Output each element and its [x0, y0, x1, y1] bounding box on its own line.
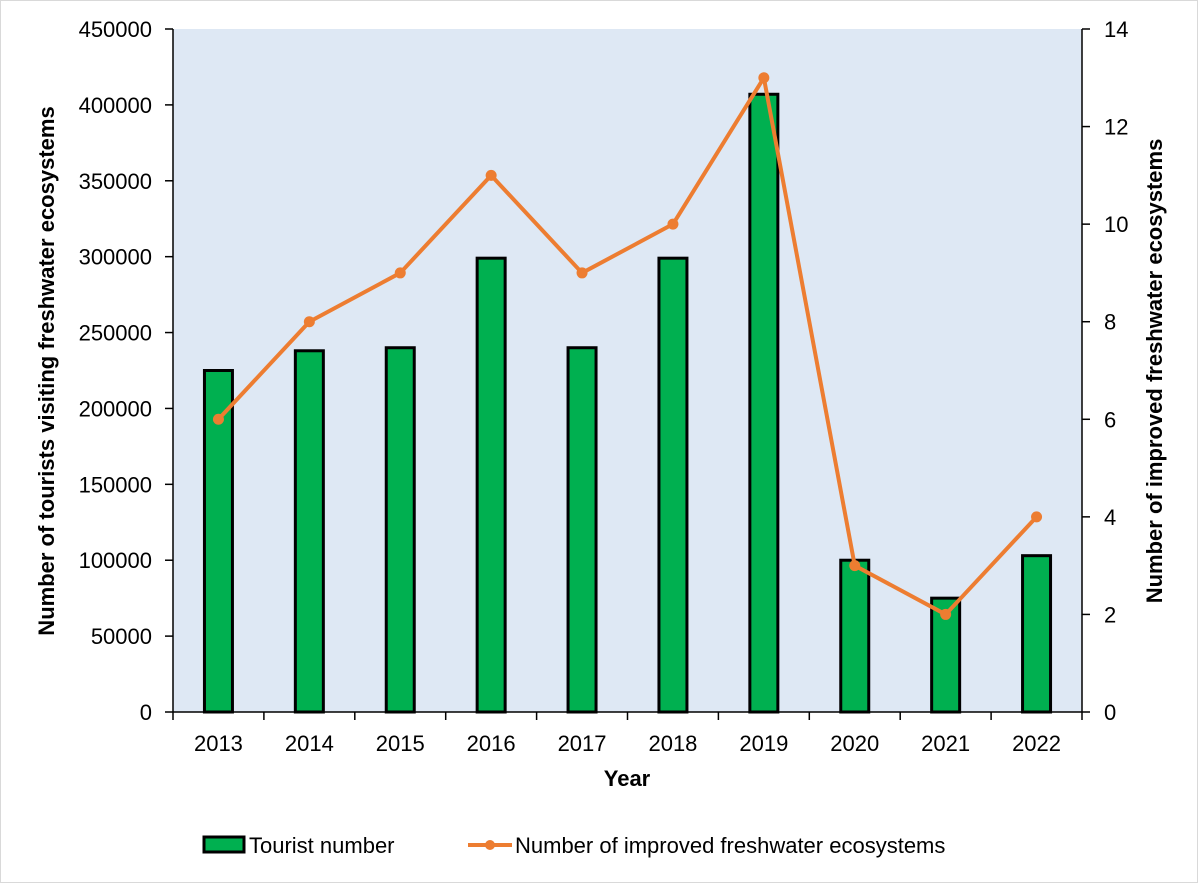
line-point-2020 — [849, 560, 861, 572]
x-tick-label-2020: 2020 — [830, 731, 879, 756]
x-axis-ticks: 2013 2014 2015 2016 2017 2018 2019 2020 2021 2022 — [172, 712, 1083, 756]
bar-2020 — [839, 558, 871, 714]
right-axis-title: Number of improved freshwater ecosystems — [1142, 139, 1167, 604]
left-tick-label: 350000 — [79, 169, 152, 194]
bar-2019 — [748, 92, 780, 714]
bar-2016 — [475, 256, 507, 714]
x-tick-label-2014: 2014 — [285, 731, 334, 756]
line-point-2016 — [485, 169, 497, 181]
right-axis-ticks: 0 2 4 6 8 10 12 14 — [1082, 17, 1128, 725]
legend-line-marker — [485, 840, 495, 850]
line-point-2019 — [758, 72, 770, 84]
left-tick-label: 250000 — [79, 321, 152, 346]
line-point-2021 — [940, 608, 952, 620]
right-tick-label: 6 — [1104, 407, 1116, 432]
line-point-2015 — [394, 267, 406, 279]
x-tick-label-2019: 2019 — [739, 731, 788, 756]
legend: Tourist number Number of improved freshw… — [202, 833, 945, 858]
bar-2013 — [202, 369, 234, 714]
x-tick-label-2015: 2015 — [376, 731, 425, 756]
series-line — [216, 75, 1039, 617]
left-tick-label: 50000 — [91, 624, 152, 649]
left-tick-label: 150000 — [79, 472, 152, 497]
right-tick-label: 8 — [1104, 310, 1116, 335]
bar-2022 — [1021, 554, 1053, 714]
left-axis-title: Number of tourists visiting freshwater e… — [34, 106, 59, 635]
x-tick-label-2017: 2017 — [558, 731, 607, 756]
x-tick-label-2013: 2013 — [194, 731, 243, 756]
line-point-2017 — [576, 267, 588, 279]
x-tick-label-2022: 2022 — [1012, 731, 1061, 756]
bar-2015 — [384, 346, 416, 714]
bar-2018 — [657, 256, 689, 714]
x-tick-label-2021: 2021 — [921, 731, 970, 756]
right-tick-label: 10 — [1104, 212, 1128, 237]
left-tick-label: 400000 — [79, 93, 152, 118]
legend-line-label: Number of improved freshwater ecosystems — [515, 833, 945, 858]
legend-bar-label: Tourist number — [249, 833, 395, 858]
left-tick-label: 0 — [140, 700, 152, 725]
x-tick-label-2016: 2016 — [467, 731, 516, 756]
line-point-2018 — [667, 218, 679, 230]
left-axis-ticks: 0 50000 100000 150000 200000 250000 300000 3500… — [79, 17, 173, 725]
right-tick-label: 0 — [1104, 700, 1116, 725]
line-point-2022 — [1031, 511, 1043, 523]
bar-2014 — [293, 349, 325, 714]
right-tick-label: 4 — [1104, 505, 1116, 530]
bar-2017 — [566, 346, 598, 714]
left-tick-label: 200000 — [79, 396, 152, 421]
left-tick-label: 100000 — [79, 548, 152, 573]
line-point-2014 — [303, 316, 315, 328]
line-point-2013 — [212, 413, 224, 425]
x-tick-label-2018: 2018 — [648, 731, 697, 756]
x-axis-title: Year — [604, 766, 651, 791]
improved-ecosystems-line — [212, 72, 1043, 620]
legend-bar-swatch — [202, 835, 246, 854]
right-tick-label: 2 — [1104, 602, 1116, 627]
right-tick-label: 12 — [1104, 115, 1128, 140]
left-tick-label: 300000 — [79, 245, 152, 270]
right-tick-label: 14 — [1104, 17, 1128, 42]
left-tick-label: 450000 — [79, 17, 152, 42]
